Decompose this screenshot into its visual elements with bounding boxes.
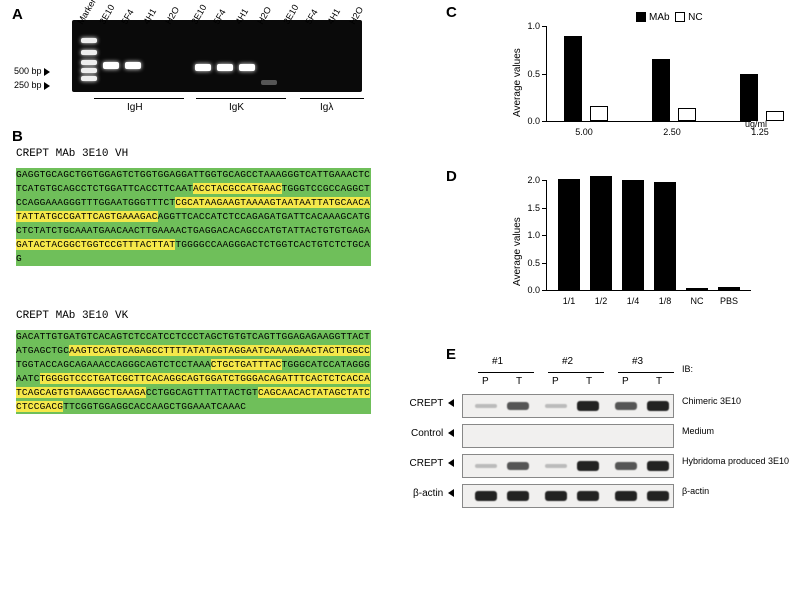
blot-left-label: CREPT — [398, 398, 454, 409]
blot-left-label: Control — [398, 428, 454, 439]
seq-run: CAGCAACACT — [258, 387, 317, 398]
seq-run: TGTGAGA — [329, 225, 370, 236]
gel-lane — [100, 20, 122, 92]
gel-lane — [350, 20, 372, 92]
bar — [766, 111, 784, 121]
blot-right-label: β-actin — [682, 486, 792, 496]
panel-c-label: C — [446, 4, 457, 21]
seq-run: TTCGGTGGAGGCACCAAGCTGGAAATCAAAC — [63, 401, 246, 412]
seq-run: ACCTACGCCATGAAC — [193, 183, 282, 194]
blot-row — [462, 424, 674, 448]
panel-d-label: D — [446, 168, 457, 185]
gel-lane — [306, 20, 328, 92]
gel-lane — [284, 20, 306, 92]
gel-lane — [78, 20, 100, 92]
seq-run: AGGTTCACCATCTCCAGAGATGATTCACAA — [158, 211, 335, 222]
seq-run: CGCATAAGAAGTAAAAGTAATAATTATG — [175, 197, 340, 208]
gel-lane — [258, 20, 280, 92]
blot-row — [462, 484, 674, 508]
blot-right-label: Hybridoma produced 3E10 — [682, 456, 792, 466]
bar — [740, 74, 758, 122]
panel-b-label: B — [12, 128, 23, 145]
seq-run: GAGGTGCAGCTGGTGGAGTCTGGTGGAGGATTGGTGCAGC… — [16, 169, 352, 180]
seq-run: GACATTGTGATGTCACAGTCTCCATCCTCCCTAGCTGTGT… — [16, 331, 364, 342]
blot-left-label: CREPT — [398, 458, 454, 469]
blot-right-label: Medium — [682, 426, 792, 436]
seq-run: TGGGTCCGCCA — [282, 183, 347, 194]
seq2-box: GACATTGTGATGTCACAGTCTCCATCCTCCCTAGCTGTGT… — [16, 330, 371, 414]
gel-lane — [122, 20, 144, 92]
gel-lane — [328, 20, 350, 92]
gel-lane — [236, 20, 258, 92]
bar — [564, 36, 582, 122]
blot-row — [462, 454, 674, 478]
marker-tick: 250 bp — [14, 80, 52, 90]
bar — [654, 182, 676, 290]
bar — [718, 287, 740, 290]
bar — [678, 108, 696, 121]
bar — [622, 180, 644, 290]
gel-group-label: IgK — [229, 102, 244, 113]
bar — [652, 59, 670, 121]
chart-c: 0.00.51.0Average valuesMAb NC5.002.501.2… — [498, 8, 768, 143]
seq-run: TGGTACCAGCAGAAACCAGGGCAGTCTCCTAAA — [16, 359, 211, 370]
bar — [590, 176, 612, 290]
blot-left-label: β-actin — [398, 488, 454, 499]
seq-run: GATACTACGGCTGGTCCGTTTACTTAT — [16, 239, 175, 250]
seq-run: TGGGGCCAAGGGACTCTGGTCACTG — [175, 239, 323, 250]
gel-group-label: Igλ — [320, 102, 333, 113]
seq-run: AAGTCCAGTCAGAGCCTTTTATATAGTAGGAATCAAAAGA… — [69, 345, 358, 356]
bar — [558, 179, 580, 290]
seq-run: CTGCTGATTTAC — [211, 359, 282, 370]
seq1-box: GAGGTGCAGCTGGTGGAGTCTGGTGGAGGATTGGTGCAGC… — [16, 168, 371, 266]
seq2-title: CREPT MAb 3E10 VK — [16, 310, 128, 322]
seq-run: TGGGGTCCCTGATCGCTTCACAGGCAGTGGATCTGGGACA… — [40, 373, 335, 384]
chart-c-legend: MAb NC — [636, 12, 703, 23]
bar — [686, 288, 708, 290]
seq-run: TGGGCATCCA — [282, 359, 341, 370]
gel-lane — [166, 20, 188, 92]
blot-e: #1PT#2PT#3PTIB:CREPT Chimeric 3E10Contro… — [398, 350, 796, 590]
gel-lane — [214, 20, 236, 92]
seq-run: CCTGGCAGTTTATTACTGT — [146, 387, 258, 398]
seq1-title: CREPT MAb 3E10 VH — [16, 148, 128, 160]
panel-a-label: A — [12, 6, 23, 23]
seq-run: CC — [358, 345, 370, 356]
gel-lane — [192, 20, 214, 92]
gel-lane — [144, 20, 166, 92]
gel-a — [72, 20, 362, 92]
bar — [590, 106, 608, 121]
gel-group-label: IgH — [127, 102, 143, 113]
marker-tick: 500 bp — [14, 66, 52, 76]
blot-row — [462, 394, 674, 418]
blot-right-label: Chimeric 3E10 — [682, 396, 792, 406]
chart-d: 0.00.51.01.52.0Average values1/11/21/41/… — [498, 170, 768, 320]
